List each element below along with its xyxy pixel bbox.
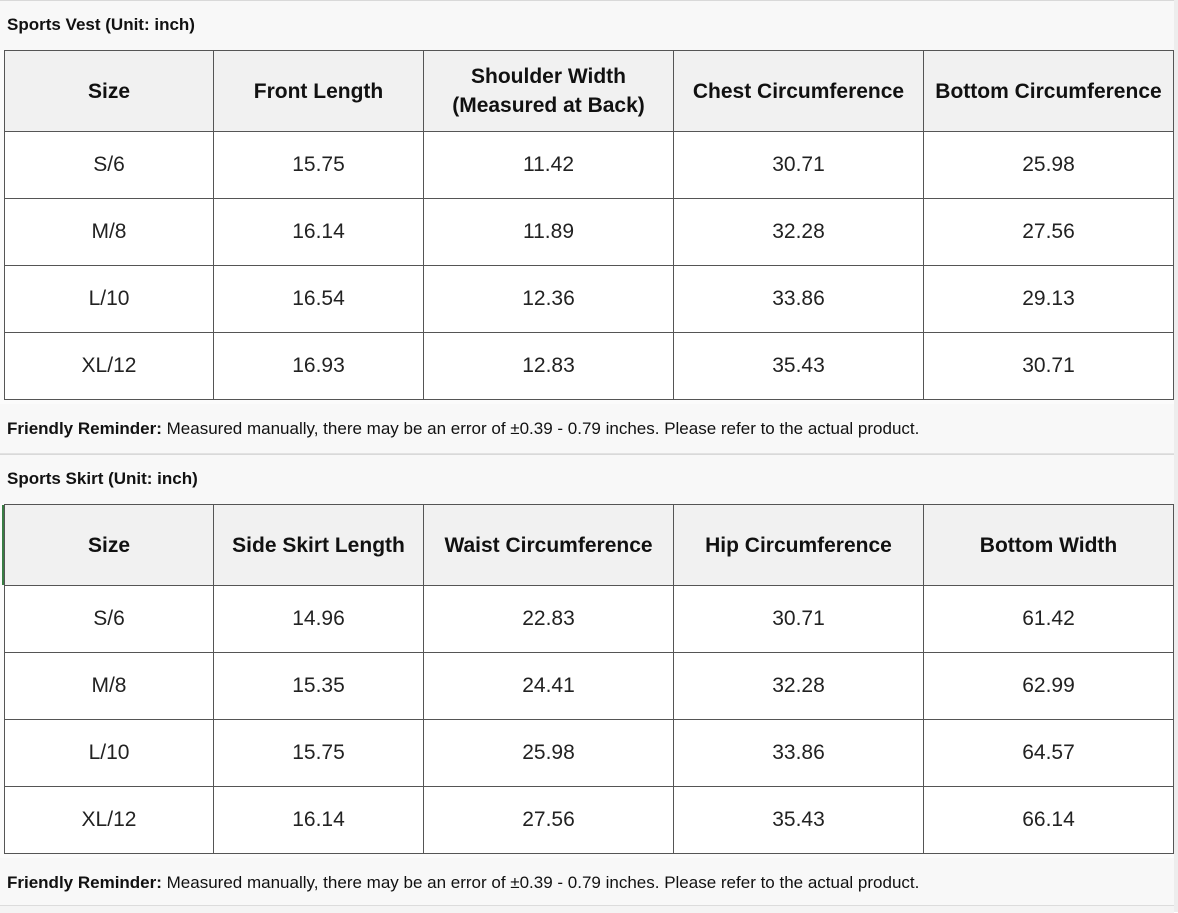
- front-length-cell: 16.14: [213, 198, 424, 266]
- next-row-edge: [0, 905, 1174, 913]
- side-skirt-length-cell: 14.96: [213, 585, 424, 653]
- vest-header-chest-circumference: Chest Circumference: [673, 50, 924, 132]
- waist-circumference-cell: 24.41: [423, 652, 674, 720]
- vest-title-row: Sports Vest (Unit: inch): [0, 0, 1174, 50]
- bottom-circumference-cell: 27.56: [923, 198, 1174, 266]
- vest-header-shoulder-width: Shoulder Width (Measured at Back): [423, 50, 674, 132]
- chest-circumference-cell: 33.86: [673, 265, 924, 333]
- skirt-note-label: Friendly Reminder:: [7, 873, 162, 892]
- bottom-width-cell: 61.42: [923, 585, 1174, 653]
- vest-header-bottom-circumference: Bottom Circumference: [923, 50, 1174, 132]
- table-row: M/8 16.14 11.89 32.28 27.56: [4, 198, 1174, 266]
- table-row: L/10 16.54 12.36 33.86 29.13: [4, 265, 1174, 333]
- bottom-width-cell: 66.14: [923, 786, 1174, 854]
- vest-header-size: Size: [4, 50, 214, 132]
- selected-cell-accent: [2, 505, 4, 585]
- waist-circumference-cell: 22.83: [423, 585, 674, 653]
- table-row: S/6 15.75 11.42 30.71 25.98: [4, 131, 1174, 199]
- size-cell: S/6: [4, 585, 214, 653]
- skirt-header-bottom-width: Bottom Width: [923, 504, 1174, 586]
- skirt-title: Sports Skirt (Unit: inch): [7, 469, 198, 488]
- skirt-note-row: Friendly Reminder: Measured manually, th…: [0, 858, 1174, 908]
- skirt-friendly-reminder: Friendly Reminder: Measured manually, th…: [7, 873, 919, 893]
- table-row: XL/12 16.14 27.56 35.43 66.14: [4, 786, 1174, 854]
- bottom-circumference-cell: 29.13: [923, 265, 1174, 333]
- skirt-header-waist-circumference: Waist Circumference: [423, 504, 674, 586]
- hip-circumference-cell: 35.43: [673, 786, 924, 854]
- bottom-width-cell: 64.57: [923, 719, 1174, 787]
- vest-note-text: Measured manually, there may be an error…: [161, 419, 920, 438]
- chest-circumference-cell: 35.43: [673, 332, 924, 400]
- vest-header-row: Size Front Length Shoulder Width (Measur…: [4, 50, 1174, 132]
- side-skirt-length-cell: 15.75: [213, 719, 424, 787]
- chest-circumference-cell: 30.71: [673, 131, 924, 199]
- size-cell: XL/12: [4, 786, 214, 854]
- table-row: L/10 15.75 25.98 33.86 64.57: [4, 719, 1174, 787]
- skirt-size-table: Size Side Skirt Length Waist Circumferen…: [4, 504, 1174, 854]
- size-cell: M/8: [4, 198, 214, 266]
- shoulder-width-cell: 11.89: [423, 198, 674, 266]
- vest-header-front-length: Front Length: [213, 50, 424, 132]
- table-row: XL/12 16.93 12.83 35.43 30.71: [4, 332, 1174, 400]
- chest-circumference-cell: 32.28: [673, 198, 924, 266]
- vest-friendly-reminder: Friendly Reminder: Measured manually, th…: [7, 419, 919, 439]
- sheet-right-edge: [1174, 0, 1178, 912]
- hip-circumference-cell: 33.86: [673, 719, 924, 787]
- size-cell: M/8: [4, 652, 214, 720]
- table-row: M/8 15.35 24.41 32.28 62.99: [4, 652, 1174, 720]
- vest-note-label: Friendly Reminder:: [7, 419, 162, 438]
- skirt-header-row: Size Side Skirt Length Waist Circumferen…: [4, 504, 1174, 586]
- skirt-note-text: Measured manually, there may be an error…: [161, 873, 920, 892]
- front-length-cell: 15.75: [213, 131, 424, 199]
- shoulder-width-cell: 11.42: [423, 131, 674, 199]
- bottom-width-cell: 62.99: [923, 652, 1174, 720]
- shoulder-width-cell: 12.83: [423, 332, 674, 400]
- shoulder-width-cell: 12.36: [423, 265, 674, 333]
- skirt-header-size: Size: [4, 504, 214, 586]
- hip-circumference-cell: 30.71: [673, 585, 924, 653]
- vest-size-table: Size Front Length Shoulder Width (Measur…: [4, 50, 1174, 400]
- vest-title: Sports Vest (Unit: inch): [7, 15, 195, 34]
- table-row: S/6 14.96 22.83 30.71 61.42: [4, 585, 1174, 653]
- bottom-circumference-cell: 25.98: [923, 131, 1174, 199]
- hip-circumference-cell: 32.28: [673, 652, 924, 720]
- front-length-cell: 16.54: [213, 265, 424, 333]
- front-length-cell: 16.93: [213, 332, 424, 400]
- skirt-header-side-skirt-length: Side Skirt Length: [213, 504, 424, 586]
- side-skirt-length-cell: 15.35: [213, 652, 424, 720]
- vest-note-row: Friendly Reminder: Measured manually, th…: [0, 404, 1174, 454]
- size-cell: XL/12: [4, 332, 214, 400]
- waist-circumference-cell: 27.56: [423, 786, 674, 854]
- size-cell: L/10: [4, 719, 214, 787]
- size-cell: L/10: [4, 265, 214, 333]
- waist-circumference-cell: 25.98: [423, 719, 674, 787]
- size-cell: S/6: [4, 131, 214, 199]
- skirt-header-hip-circumference: Hip Circumference: [673, 504, 924, 586]
- skirt-title-row: Sports Skirt (Unit: inch): [0, 454, 1174, 504]
- side-skirt-length-cell: 16.14: [213, 786, 424, 854]
- bottom-circumference-cell: 30.71: [923, 332, 1174, 400]
